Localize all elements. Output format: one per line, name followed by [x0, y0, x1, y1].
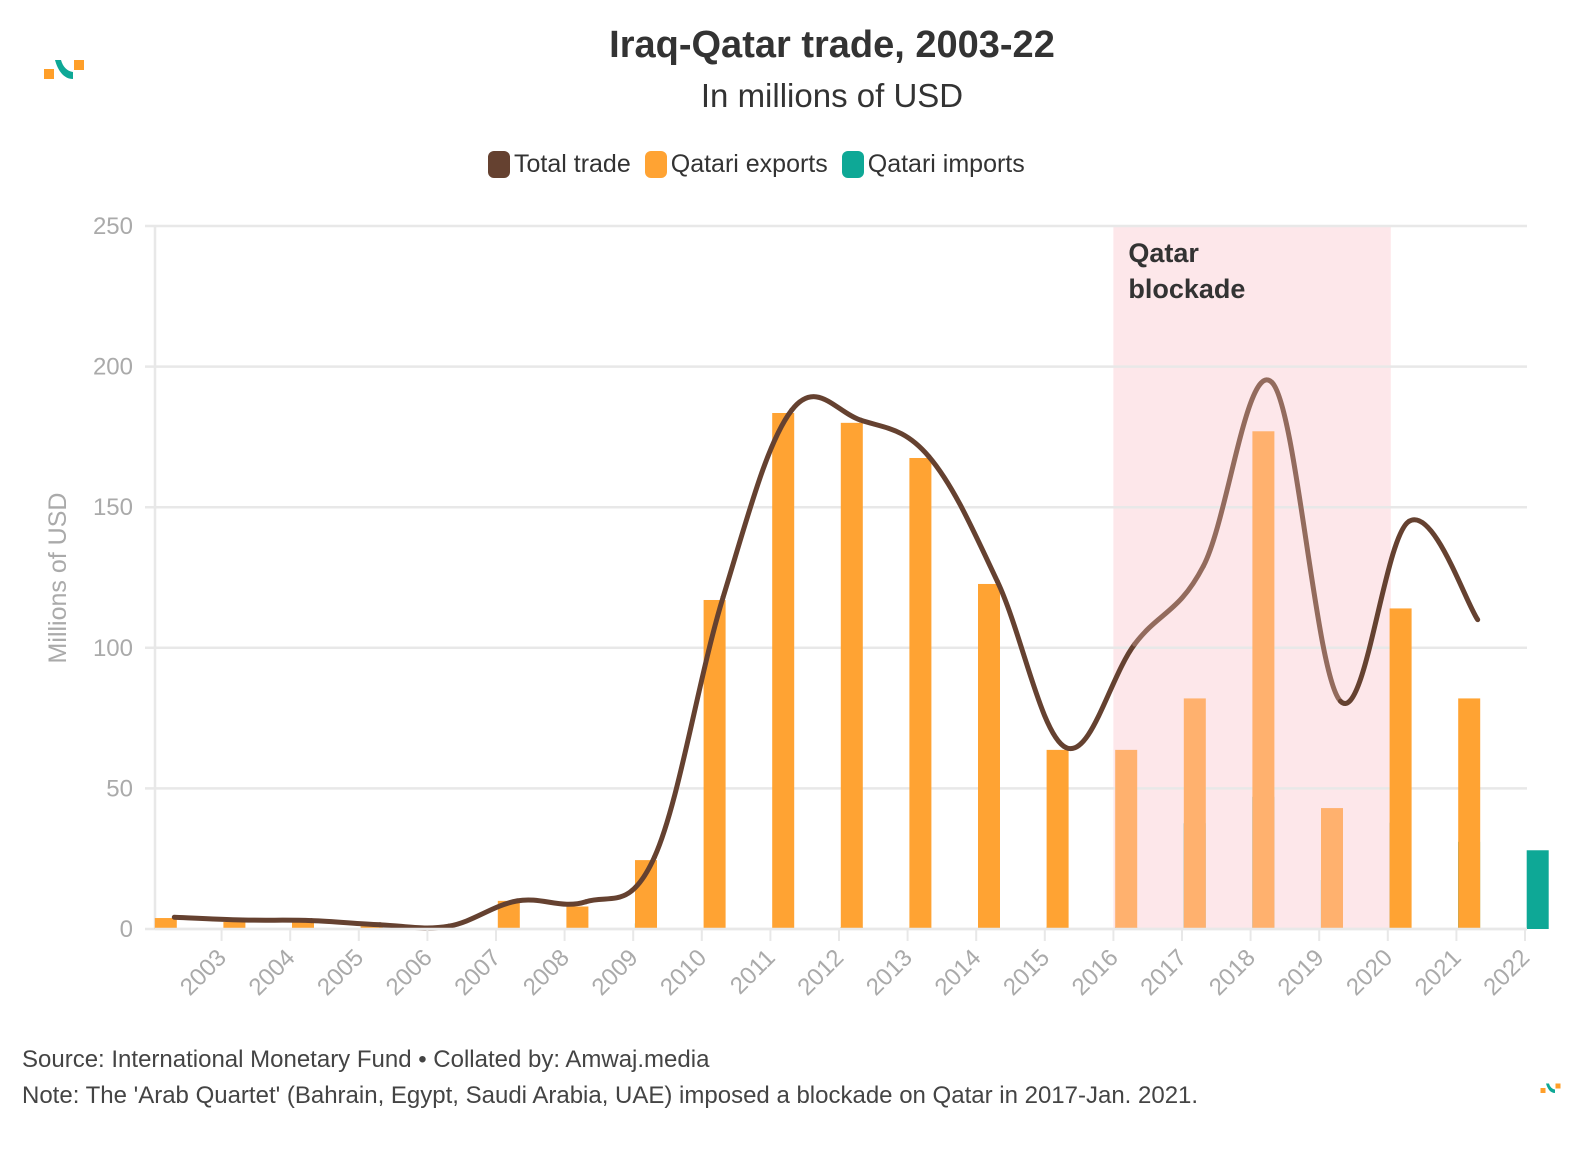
x-tick-label: 2021 [1410, 944, 1467, 1001]
logo-small-square-left [1540, 1088, 1546, 1093]
x-tick-label: 2010 [655, 944, 712, 1001]
note-text: Note: The 'Arab Quartet' (Bahrain, Egypt… [22, 1082, 1199, 1109]
total-trade-line-segment [1132, 563, 1206, 647]
y-tick-label: 150 [93, 494, 133, 521]
amwaj-logo-small [1540, 1083, 1561, 1093]
x-tick-label: 2004 [244, 944, 301, 1001]
y-tick-label: 200 [93, 354, 133, 381]
x-tick-label: 2015 [998, 944, 1055, 1001]
bar-exports-2018[interactable] [1183, 698, 1206, 929]
logo-square-right [74, 60, 84, 70]
blockade-band [1113, 226, 1391, 929]
total-trade-line-segment [240, 917, 314, 924]
bar-exports-2004[interactable] [223, 921, 246, 929]
x-tick-label: 2008 [518, 944, 575, 1001]
x-tick-label: 2013 [861, 944, 918, 1001]
x-tick-label: 2014 [930, 944, 987, 1001]
x-tick-label: 2003 [175, 944, 232, 1001]
x-tick-label: 2020 [1341, 944, 1398, 1001]
bar-exports-2003[interactable] [154, 918, 177, 929]
total-trade-line-segment [583, 854, 657, 905]
x-tick-label: 2019 [1273, 944, 1330, 1001]
chart-subtitle: In millions of USD [700, 77, 964, 114]
bar-exports-2013[interactable] [840, 422, 863, 929]
total-trade-line-segment [789, 394, 863, 423]
bar-exports-2019[interactable] [1252, 431, 1275, 929]
logo-wave [55, 60, 73, 79]
amwaj-logo [44, 60, 84, 79]
bar-exports-2016[interactable] [1046, 749, 1069, 929]
blockade-label: Qatar [1128, 238, 1199, 268]
total-trade-line-segment [171, 914, 246, 923]
legend-swatch-qatari-exports [644, 151, 667, 178]
bar-exports-2017[interactable] [1115, 749, 1138, 929]
y-axis-label: Millions of USD [44, 493, 72, 664]
legend-item-total-trade[interactable]: Total trade [488, 150, 631, 179]
total-trade-line-segment [926, 454, 1000, 585]
total-trade-line-segment [309, 918, 383, 928]
bar-exports-2015[interactable] [978, 583, 1000, 929]
y-tick-label: 50 [106, 775, 133, 802]
bar-exports-2020[interactable] [1321, 808, 1343, 929]
total-trade-line-segment [514, 897, 589, 907]
y-tick-label: 250 [93, 213, 133, 240]
bar-exports-2012[interactable] [772, 412, 795, 929]
bar-exports-2008[interactable] [497, 900, 520, 929]
x-tick-label: 2018 [1204, 944, 1261, 1001]
total-trade-line-segment [1338, 518, 1412, 706]
total-trade-line-segment [1200, 377, 1275, 569]
chart-title: Iraq-Qatar trade, 2003-22 [609, 24, 1055, 66]
x-tick-label: 2016 [1067, 944, 1124, 1001]
x-tick-label: 2022 [1478, 944, 1535, 1001]
x-tick-label: 2006 [381, 944, 438, 1001]
bar-imports-2022[interactable] [1526, 850, 1549, 929]
total-trade-line-segment [1269, 379, 1343, 704]
total-trade-line-segment [1406, 517, 1481, 623]
y-tick-label: 100 [93, 635, 133, 662]
total-trade-line-segment [720, 407, 795, 600]
legend-item-qatari-imports[interactable]: Qatari imports [841, 150, 1025, 179]
x-tick-label: 2005 [312, 944, 369, 1001]
bar-exports-2011[interactable] [703, 599, 726, 929]
total-trade-line-segment [377, 922, 452, 931]
total-trade-line-segment [1063, 641, 1138, 752]
legend-item-qatari-exports[interactable]: Qatari exports [644, 150, 828, 179]
logo-square-left [44, 69, 54, 79]
legend: Total trade Qatari exports Qatari import… [488, 150, 1025, 179]
bar-exports-2014[interactable] [909, 457, 932, 929]
x-tick-label: 2012 [792, 944, 849, 1001]
y-tick-label: 0 [120, 916, 133, 943]
logo-small-wave [1546, 1083, 1555, 1093]
bar-exports-2021[interactable] [1389, 608, 1412, 929]
logo-small-square-right [1555, 1083, 1561, 1089]
source-text: Source: International Monetary Fund • Co… [22, 1046, 710, 1073]
bar-exports-2005[interactable] [292, 921, 314, 929]
x-tick-label: 2007 [449, 944, 506, 1001]
x-tick-label: 2017 [1135, 944, 1192, 1001]
blockade-label: blockade [1128, 274, 1245, 304]
legend-label-total-trade: Total trade [514, 150, 631, 178]
x-tick-label: 2009 [587, 944, 644, 1001]
total-trade-line-segment [995, 579, 1069, 751]
total-trade-line-segment [652, 594, 726, 860]
legend-label-qatari-exports: Qatari exports [670, 150, 828, 178]
bar-exports-2009[interactable] [566, 906, 589, 929]
legend-swatch-qatari-imports [841, 151, 864, 178]
total-trade-line-segment [857, 417, 932, 460]
bar-exports-2006[interactable] [360, 926, 383, 929]
legend-label-qatari-imports: Qatari imports [867, 150, 1025, 178]
legend-swatch-total-trade [488, 151, 510, 178]
bar-exports-2022[interactable] [1458, 698, 1481, 929]
x-tick-label: 2011 [725, 944, 781, 1000]
total-trade-line-segment [446, 898, 520, 929]
